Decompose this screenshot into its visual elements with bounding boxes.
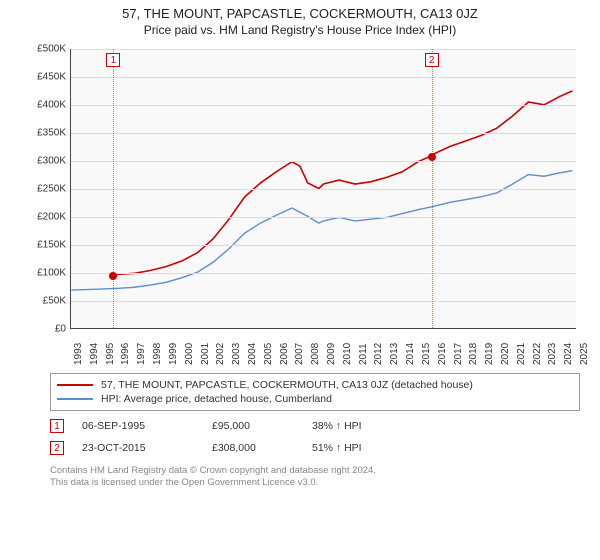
legend-item: 57, THE MOUNT, PAPCASTLE, COCKERMOUTH, C… xyxy=(57,378,573,392)
footer-line: Contains HM Land Registry data © Crown c… xyxy=(50,465,580,477)
x-axis-label: 2001 xyxy=(200,343,211,365)
chart-container: 57, THE MOUNT, PAPCASTLE, COCKERMOUTH, C… xyxy=(0,0,600,560)
legend: 57, THE MOUNT, PAPCASTLE, COCKERMOUTH, C… xyxy=(50,373,580,411)
y-axis-label: £500K xyxy=(20,44,66,55)
x-axis-label: 2021 xyxy=(516,343,527,365)
event-price: £308,000 xyxy=(212,442,312,454)
legend-swatch xyxy=(57,384,93,386)
x-axis-label: 2014 xyxy=(405,343,416,365)
x-axis-label: 2008 xyxy=(310,343,321,365)
x-axis-label: 1998 xyxy=(152,343,163,365)
y-axis-label: £350K xyxy=(20,128,66,139)
event-date: 06-SEP-1995 xyxy=(82,420,212,432)
x-axis-label: 2007 xyxy=(294,343,305,365)
x-axis-label: 2012 xyxy=(373,343,384,365)
x-axis-label: 1995 xyxy=(105,343,116,365)
x-axis-label: 2025 xyxy=(579,343,590,365)
legend-item: HPI: Average price, detached house, Cumb… xyxy=(57,392,573,406)
event-date: 23-OCT-2015 xyxy=(82,442,212,454)
y-axis-label: £400K xyxy=(20,100,66,111)
x-axis-label: 2005 xyxy=(263,343,274,365)
y-axis-label: £50K xyxy=(20,296,66,307)
legend-label: 57, THE MOUNT, PAPCASTLE, COCKERMOUTH, C… xyxy=(101,379,473,391)
x-axis-label: 2009 xyxy=(326,343,337,365)
chart-title-sub: Price paid vs. HM Land Registry's House … xyxy=(0,21,600,41)
x-axis-label: 2013 xyxy=(389,343,400,365)
event-pct: 38% ↑ HPI xyxy=(312,420,432,432)
event-price: £95,000 xyxy=(212,420,312,432)
event-dot-icon xyxy=(428,153,436,161)
footer-attribution: Contains HM Land Registry data © Crown c… xyxy=(50,465,580,490)
y-axis-label: £150K xyxy=(20,240,66,251)
x-axis-label: 2024 xyxy=(563,343,574,365)
event-pct: 51% ↑ HPI xyxy=(312,442,432,454)
event-list: 1 06-SEP-1995 £95,000 38% ↑ HPI 2 23-OCT… xyxy=(50,415,580,459)
event-marker-icon: 2 xyxy=(50,441,64,455)
x-axis-label: 2022 xyxy=(532,343,543,365)
x-axis-label: 2020 xyxy=(500,343,511,365)
x-axis-label: 1999 xyxy=(168,343,179,365)
y-axis-label: £250K xyxy=(20,184,66,195)
x-axis-label: 2015 xyxy=(421,343,432,365)
y-axis-label: £200K xyxy=(20,212,66,223)
chart-area: 12 £0£50K£100K£150K£200K£250K£300K£350K£… xyxy=(20,41,580,371)
chart-title-main: 57, THE MOUNT, PAPCASTLE, COCKERMOUTH, C… xyxy=(0,0,600,21)
y-axis-label: £0 xyxy=(20,324,66,335)
legend-swatch xyxy=(57,398,93,400)
x-axis-label: 2010 xyxy=(342,343,353,365)
event-row: 1 06-SEP-1995 £95,000 38% ↑ HPI xyxy=(50,415,580,437)
event-marker-icon: 1 xyxy=(106,53,120,67)
x-axis-label: 2000 xyxy=(184,343,195,365)
x-axis-label: 2016 xyxy=(437,343,448,365)
footer-line: This data is licensed under the Open Gov… xyxy=(50,477,580,489)
x-axis-label: 2002 xyxy=(215,343,226,365)
event-dot-icon xyxy=(109,272,117,280)
x-axis-label: 2011 xyxy=(358,343,369,365)
y-axis-label: £450K xyxy=(20,72,66,83)
x-axis-label: 2004 xyxy=(247,343,258,365)
x-axis-label: 2003 xyxy=(231,343,242,365)
series-price_paid xyxy=(114,91,573,275)
x-axis-label: 2023 xyxy=(547,343,558,365)
x-axis-label: 2017 xyxy=(453,343,464,365)
x-axis-label: 1993 xyxy=(73,343,84,365)
x-axis-label: 2006 xyxy=(279,343,290,365)
event-row: 2 23-OCT-2015 £308,000 51% ↑ HPI xyxy=(50,437,580,459)
event-marker-icon: 1 xyxy=(50,419,64,433)
event-marker-icon: 2 xyxy=(425,53,439,67)
x-axis-label: 2018 xyxy=(468,343,479,365)
y-axis-label: £300K xyxy=(20,156,66,167)
y-axis-label: £100K xyxy=(20,268,66,279)
x-axis-label: 1996 xyxy=(120,343,131,365)
x-axis-label: 1994 xyxy=(89,343,100,365)
legend-label: HPI: Average price, detached house, Cumb… xyxy=(101,393,332,405)
x-axis-label: 2019 xyxy=(484,343,495,365)
plot-area: 12 xyxy=(70,49,576,329)
x-axis-label: 1997 xyxy=(136,343,147,365)
